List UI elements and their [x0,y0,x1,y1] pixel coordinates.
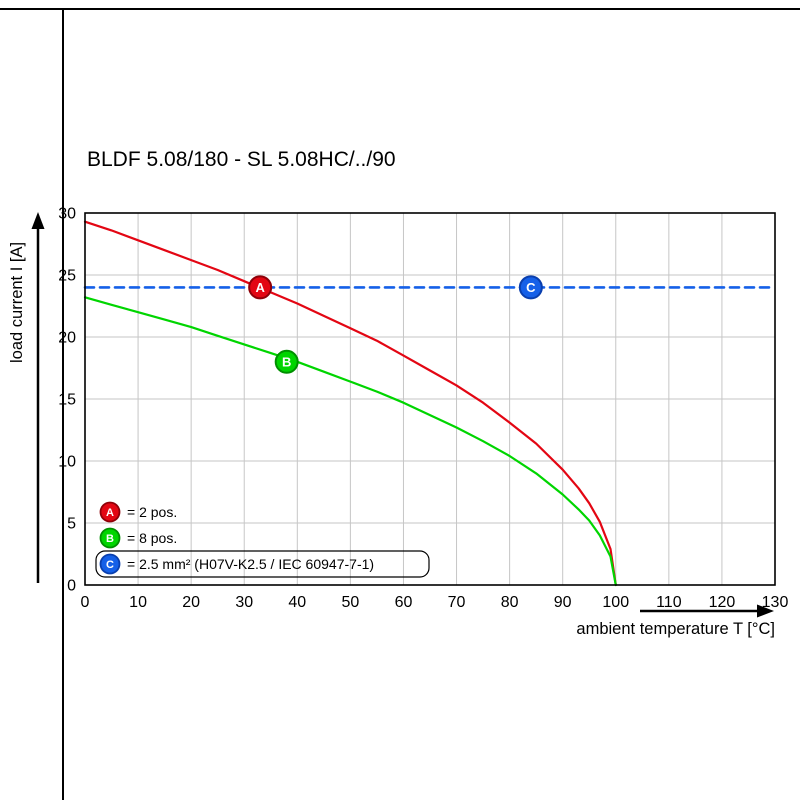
legend-box-c [95,550,430,578]
x-tick-label: 20 [182,594,200,611]
x-tick-label: 10 [129,594,147,611]
legend-label-b: = 8 pos. [127,530,177,546]
y-tick-label: 15 [58,392,76,409]
y-axis-arrow-head [31,212,45,229]
legend-label-c: = 2.5 mm² (H07V-K2.5 / IEC 60947-7-1) [127,556,374,572]
y-tick-label: 5 [67,516,76,533]
y-tick-label: 10 [58,454,76,471]
legend-label-a: = 2 pos. [127,504,177,520]
x-tick-label: 30 [235,594,253,611]
x-tick-label: 40 [288,594,306,611]
x-tick-label: 100 [602,594,629,611]
chart-generated-layer: 0 10 20 30 40 50 60 70 80 90 100 110 120 130 0 5 10 15 20 2… [31,206,789,618]
x-tick-label: 50 [341,594,359,611]
frame-left-border [62,8,64,800]
marker-c [518,275,543,300]
legend-letter-b: B [106,533,114,545]
x-tick-label: 80 [501,594,519,611]
legend-letter-a: A [106,507,114,519]
curve-a [83,220,617,587]
chart-title: BLDF 5.08/180 - SL 5.08HC/../90 [87,148,396,171]
x-tick-label: 0 [81,594,90,611]
x-axis-label: ambient temperature T [°C] [576,620,775,638]
marker-b-letter: B [282,354,291,369]
y-axis-label: load current I [A] [8,242,26,363]
x-tick-label: 130 [762,594,789,611]
y-tick-label: 30 [58,206,76,223]
frame-top-border [0,8,800,10]
legend-icon-c [99,553,121,575]
legend-icon-a [99,501,121,523]
y-tick-label: 20 [58,330,76,347]
marker-a-letter: A [255,280,265,295]
x-tick-label: 60 [395,594,413,611]
y-tick-label: 25 [58,268,76,285]
x-tick-label: 120 [709,594,736,611]
x-tick-label: 110 [656,594,682,611]
legend-icon-b [99,527,121,549]
marker-b [274,349,299,374]
marker-a [248,275,273,300]
x-axis-arrow-head [757,604,774,618]
x-tick-label: 90 [554,594,572,611]
legend-letter-c: C [106,559,114,571]
marker-c-letter: C [526,280,536,295]
curve-b [83,296,617,587]
plot-border [84,212,776,586]
x-tick-label: 70 [448,594,466,611]
y-tick-label: 0 [67,578,76,595]
